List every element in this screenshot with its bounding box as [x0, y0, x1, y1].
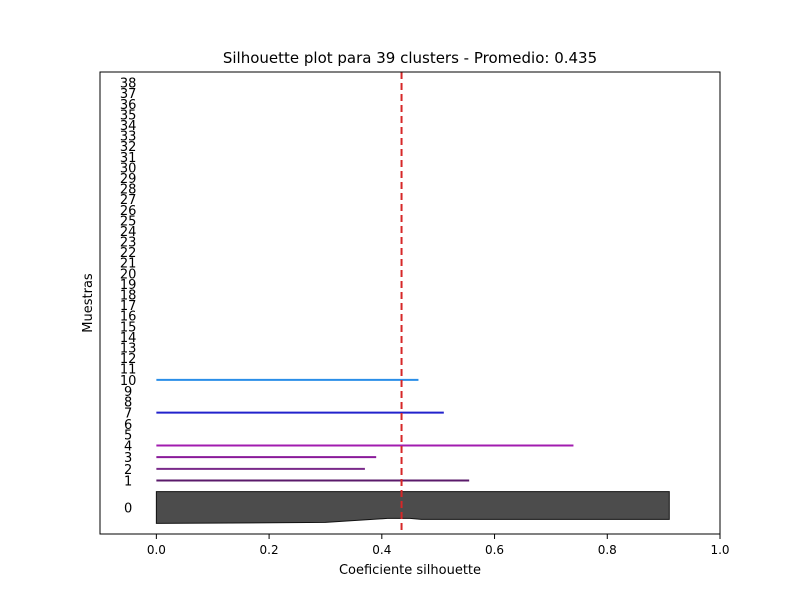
x-axis-ticks: 0.0 0.2 0.4 0.6 0.8 1.0: [147, 534, 730, 557]
cluster-label: 8: [124, 396, 132, 411]
cluster-label: 19: [120, 278, 137, 293]
cluster-label: 29: [120, 172, 137, 187]
cluster-label: 25: [120, 214, 137, 229]
cluster-label: 5: [124, 428, 132, 443]
cluster-label: 3: [124, 451, 132, 466]
cluster-label: 32: [120, 140, 137, 155]
cluster-labels: 0123456789101112131415161718192021222324…: [120, 77, 137, 517]
x-tick-label: 0.0: [147, 543, 166, 557]
x-tick-label: 0.6: [485, 543, 504, 557]
cluster-label: 30: [120, 161, 137, 176]
cluster-label: 36: [120, 98, 137, 113]
cluster-label: 24: [120, 225, 137, 240]
cluster-label: 14: [120, 331, 137, 346]
cluster-label: 34: [120, 119, 137, 134]
cluster-label: 18: [120, 289, 137, 304]
cluster-label: 4: [124, 440, 132, 455]
silhouette-marks: [155, 378, 670, 524]
cluster-label: 9: [124, 385, 132, 400]
cluster-label: 21: [120, 257, 137, 272]
x-tick-label: 1.0: [710, 543, 729, 557]
cluster-label: 27: [120, 193, 137, 208]
cluster-label: 20: [120, 267, 137, 282]
x-tick-label: 0.4: [372, 543, 391, 557]
cluster-label: 16: [120, 310, 137, 325]
y-axis-label: Muestras: [81, 273, 96, 333]
cluster-label: 37: [120, 87, 137, 102]
chart-title: Silhouette plot para 39 clusters - Prome…: [223, 49, 597, 67]
cluster-label: 7: [124, 407, 132, 422]
cluster-label: 35: [120, 108, 137, 123]
cluster-0-silhouette: [155, 491, 670, 524]
cluster-label: 12: [120, 352, 137, 367]
cluster-label: 15: [120, 320, 137, 335]
cluster-label: 1: [124, 474, 132, 489]
cluster-label: 10: [120, 374, 137, 389]
cluster-label: 11: [120, 363, 137, 378]
cluster-label: 0: [124, 502, 132, 517]
x-tick-label: 0.2: [260, 543, 279, 557]
cluster-label: 6: [124, 418, 132, 433]
plot-frame: [99, 71, 721, 535]
cluster-label: 38: [120, 77, 137, 92]
cluster-label: 33: [120, 130, 137, 145]
cluster-label: 2: [124, 463, 132, 478]
cluster-label: 22: [120, 246, 137, 261]
x-tick-label: 0.8: [598, 543, 617, 557]
cluster-label: 26: [120, 204, 137, 219]
cluster-label: 13: [120, 342, 137, 357]
cluster-label: 17: [120, 299, 137, 314]
cluster-label: 31: [120, 151, 137, 166]
x-axis-label: Coeficiente silhouette: [339, 563, 481, 578]
cluster-label: 28: [120, 183, 137, 198]
cluster-label: 23: [120, 236, 137, 251]
